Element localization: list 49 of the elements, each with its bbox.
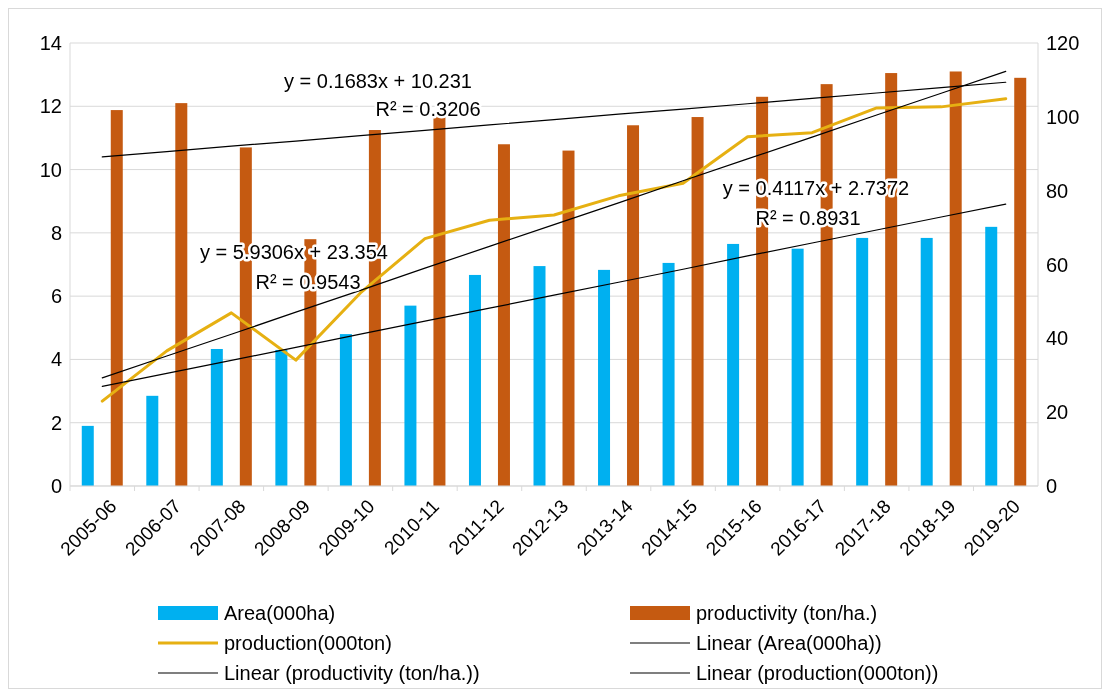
y2-tick-label: 40 [1046,327,1069,350]
bar [210,348,223,486]
y2-tick-label: 0 [1046,475,1058,497]
y-tick-label: 0 [50,475,62,497]
y2-tick-label: 60 [1046,253,1069,276]
bar [662,262,675,486]
bar [175,103,188,486]
bar [533,266,546,486]
bar [1014,77,1027,486]
y-tick-label: 8 [50,221,62,244]
y-tick-label: 10 [39,158,62,181]
legend-label: Linear (production(000ton)) [696,662,939,684]
y-tick-label: 6 [50,285,62,308]
bar [468,274,481,486]
legend-label: Linear (productivity (ton/ha.)) [224,662,480,684]
legend-label: Area(000ha) [224,602,336,624]
bar [920,237,933,486]
y2-tick-label: 80 [1046,179,1069,202]
line-series [101,70,1007,379]
bar [497,144,510,486]
bar [110,110,123,486]
annotation: R² = 0.3206 [375,98,481,120]
y-tick-label: 14 [39,32,62,54]
bar [856,237,869,486]
annotation: y = 0.1683x + 10.231 [284,70,472,92]
bar [598,269,611,486]
y2-tick-label: 120 [1046,32,1080,54]
bar [691,117,704,486]
legend-label: production(000ton) [224,632,392,654]
y-tick-label: 12 [39,95,62,118]
bar [727,243,740,486]
bar [275,349,288,486]
bar [146,395,159,486]
bar [404,305,417,486]
bar [791,248,804,486]
legend-label: Linear (Area(000ha)) [696,632,882,654]
bar [562,150,575,486]
line-series [101,203,1007,387]
y-tick-label: 2 [50,411,62,434]
legend-label: productivity (ton/ha.) [696,602,878,624]
line-series [100,97,1008,403]
y2-tick-label: 100 [1046,105,1080,128]
bar [949,71,962,486]
y-tick-label: 4 [50,348,62,371]
y2-tick-label: 20 [1046,401,1069,424]
bar [339,334,352,486]
bar [985,226,998,486]
bar [81,425,94,486]
bar [627,125,640,486]
